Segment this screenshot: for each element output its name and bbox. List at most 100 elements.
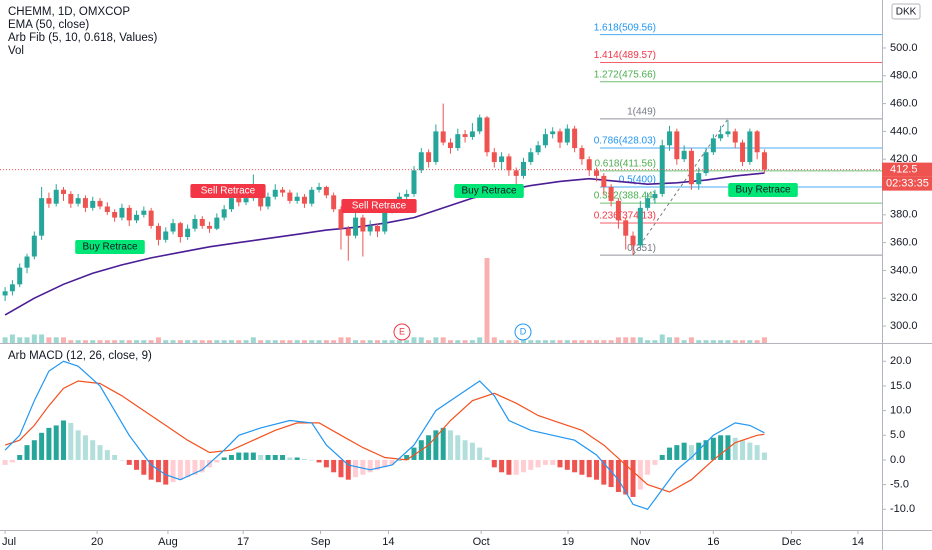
x-tick-label: 19	[562, 536, 574, 548]
volume-bar	[579, 340, 585, 343]
macd-title: Arb MACD (12, 26, close, 9)	[8, 350, 152, 362]
fib-label: 0.236(374.13)	[594, 211, 656, 222]
signal-box	[728, 183, 798, 197]
histogram-bar	[513, 459, 519, 475]
volume-bar	[316, 340, 322, 343]
volume-bar	[82, 340, 88, 343]
histogram-bar	[75, 430, 81, 460]
volume-bar	[659, 334, 665, 343]
countdown-box	[882, 176, 932, 191]
histogram-bar	[265, 455, 271, 460]
candle-body	[287, 192, 293, 201]
candle-body	[9, 284, 15, 292]
candle-body	[579, 148, 585, 160]
histogram-bar	[732, 437, 738, 460]
volume-bar	[667, 337, 673, 343]
y-tick-label: 380.0	[890, 209, 918, 221]
volume-bar	[732, 340, 738, 343]
candle-body	[761, 152, 767, 170]
histogram-bar	[718, 435, 724, 460]
signal-label: Buy Retrace	[82, 242, 137, 253]
volume-bar	[564, 340, 570, 343]
volume-bar	[68, 340, 74, 343]
chart-title: CHEMM, 1D, OMXCOP	[8, 6, 130, 18]
histogram-bar	[601, 459, 607, 485]
volume-bar	[550, 340, 556, 343]
histogram-bar	[389, 459, 395, 465]
volume-bar	[608, 340, 614, 343]
volume-bar	[557, 340, 563, 343]
plot: Jul 20 Aug 17 Sep 14 Oct 19 Nov 16 Dec 14 300.0 320.0…	[0, 22, 918, 548]
candle-body	[338, 209, 344, 229]
y-tick-label: 460.0	[890, 97, 918, 109]
y-tick-label: -5.0	[890, 479, 909, 491]
candle-body	[667, 131, 673, 146]
histogram-bar	[258, 455, 264, 460]
histogram-bar	[82, 435, 88, 460]
candle-body	[316, 187, 322, 190]
signal-box	[75, 240, 145, 254]
histogram-bar	[280, 455, 286, 460]
x-tick-label: 14	[382, 536, 394, 548]
candle-body	[447, 142, 453, 149]
candle-body	[491, 152, 497, 162]
candle-body	[681, 150, 687, 160]
fib-label: 0.618(411.56)	[594, 159, 656, 170]
volume-bar	[601, 340, 607, 343]
y-tick-label: 440.0	[890, 125, 918, 137]
candle-body	[294, 196, 300, 201]
candle-body	[119, 207, 125, 218]
candle-body	[163, 231, 169, 240]
volume-bar	[207, 340, 213, 343]
histogram-bar	[338, 459, 344, 478]
volume-bar	[652, 340, 658, 343]
histogram-bar	[462, 440, 468, 460]
candle-body	[418, 152, 424, 171]
y-tick-label: -10.0	[890, 503, 915, 515]
volume-bar	[499, 340, 505, 343]
histogram-bar	[477, 447, 483, 460]
histogram-bar	[411, 447, 417, 460]
fib-label: 1.272(475.66)	[594, 69, 656, 80]
histogram-bar	[68, 422, 74, 460]
candle-body	[90, 200, 96, 208]
candle-body	[155, 225, 161, 240]
histogram-bar	[440, 427, 446, 460]
signal-label: Sell Retrace	[201, 186, 256, 197]
price-label-box	[882, 162, 932, 177]
histogram-bar	[228, 455, 234, 460]
candle-body	[148, 210, 154, 226]
volume-bar	[426, 340, 432, 343]
volume-bar	[528, 340, 534, 343]
volume-bar	[17, 337, 23, 343]
histogram-bar	[9, 459, 15, 463]
volume-bar	[703, 340, 709, 343]
histogram-bar	[659, 455, 665, 460]
histogram-bar	[382, 459, 388, 468]
candle-body	[214, 217, 220, 229]
histogram-bar	[506, 459, 512, 475]
fib-label: 0.382(388.44)	[594, 191, 656, 202]
y-tick-label: 340.0	[890, 264, 918, 276]
histogram-bar	[17, 455, 23, 460]
volume-bar	[645, 340, 651, 343]
signal-box	[341, 199, 417, 213]
histogram-bar	[126, 459, 132, 465]
volume-bar	[761, 337, 767, 343]
volume-bar	[747, 340, 753, 343]
histogram-bar	[550, 459, 556, 465]
y-tick-label: 15.0	[890, 380, 911, 392]
histogram-bar	[637, 459, 643, 490]
histogram-bar	[2, 459, 8, 465]
candle-body	[185, 228, 191, 238]
volume-bar	[674, 337, 680, 343]
candle-body	[542, 134, 548, 146]
candle-body	[177, 223, 183, 238]
candle-body	[433, 131, 439, 162]
volume-bar	[104, 340, 110, 343]
event-label: D	[520, 326, 527, 336]
volume-bar	[521, 340, 527, 343]
candle-body	[53, 189, 59, 204]
histogram-bar	[674, 445, 680, 460]
candle-body	[557, 131, 563, 143]
